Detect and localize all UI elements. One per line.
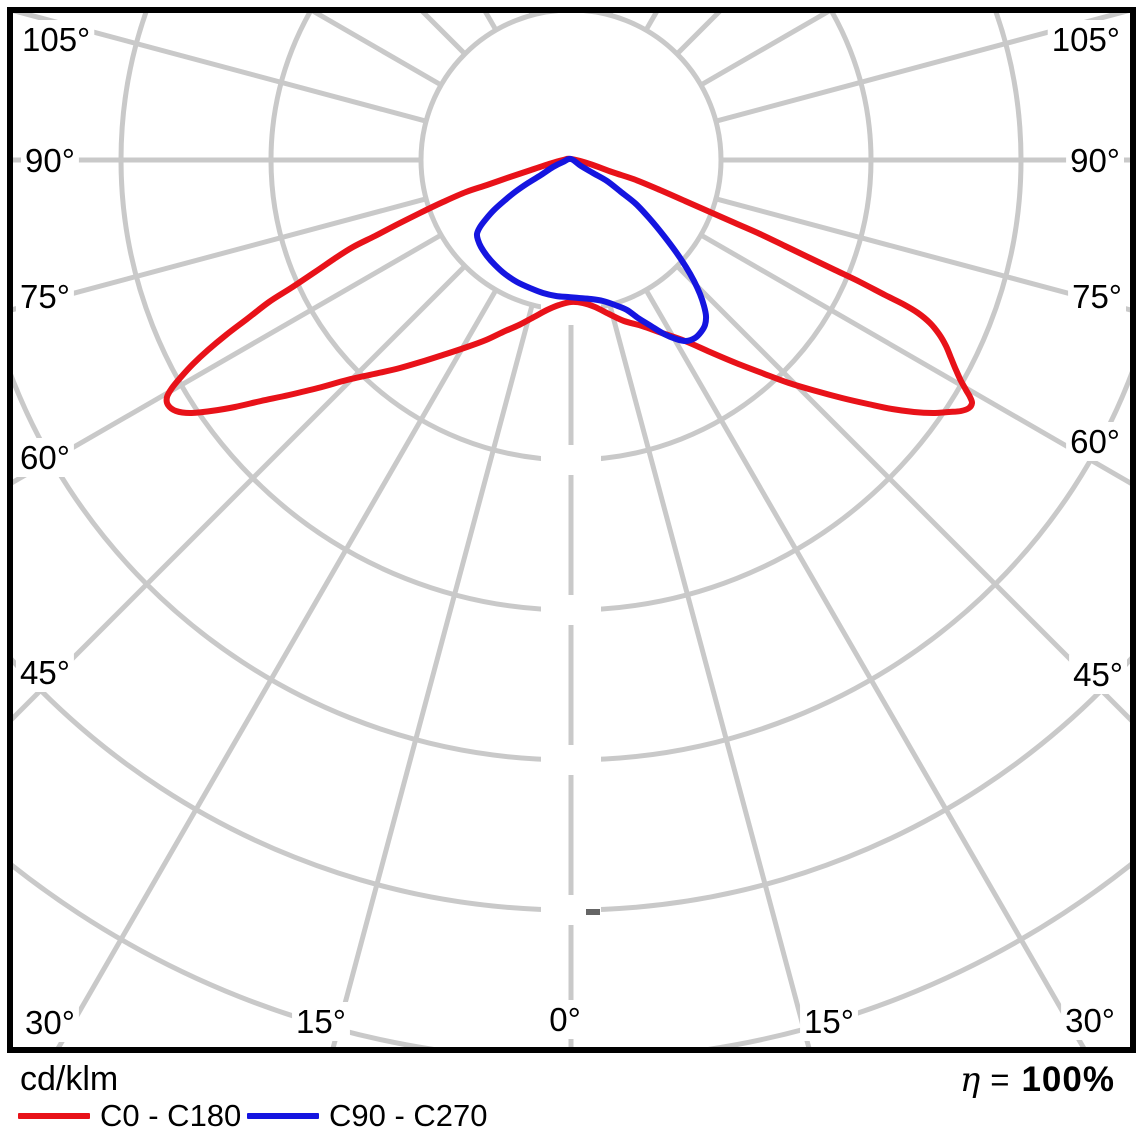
angle-label: 45°	[1073, 656, 1123, 693]
grid-ray	[715, 13, 1130, 124]
angle-label-bg	[1047, 20, 1124, 59]
angle-label: 105°	[1052, 21, 1120, 58]
angle-label-bg	[21, 1003, 79, 1042]
angle-label: 30°	[1065, 1002, 1115, 1039]
angle-label: 15°	[804, 1003, 854, 1040]
grid-ray	[699, 232, 1130, 486]
grid-ray	[13, 13, 427, 124]
legend-label-c0-c180: C0 - C180	[100, 1098, 242, 1133]
axis-value-box	[541, 745, 601, 775]
angle-labels: 105° 90° 75° 60° 45° 30° 105° 90° 75° 60° 45° 30° 15…	[16, 20, 1127, 1042]
angle-label: 75°	[20, 278, 70, 315]
efficiency-value: 100%	[1021, 1060, 1115, 1099]
angle-label: 15°	[296, 1003, 346, 1040]
grid-ray	[715, 196, 1130, 313]
equals-sign: =	[990, 1061, 1010, 1098]
legend-item-c0-c180: C0 - C180	[18, 1098, 241, 1134]
angle-label: 30°	[25, 1004, 75, 1041]
angle-label: 60°	[1070, 423, 1120, 460]
grid-ray	[330, 304, 535, 1047]
angle-label-bg	[1068, 277, 1126, 316]
efficiency-label: η = 100%	[960, 1060, 1115, 1100]
angle-label-bg	[16, 438, 74, 477]
angle-label: 90°	[1070, 142, 1120, 179]
grid-ray	[13, 196, 427, 313]
angle-label: 45°	[20, 654, 70, 691]
angle-label: 105°	[22, 21, 90, 58]
grid-ray	[675, 264, 1130, 723]
curve-c0-c180	[163, 155, 976, 416]
angle-label-bg	[800, 1002, 858, 1041]
angle-label-bg	[21, 141, 79, 180]
angle-label-bg	[1061, 1001, 1119, 1040]
legend-swatch-red	[18, 1113, 90, 1119]
legend-swatch-blue	[247, 1113, 319, 1119]
angle-label-bg	[18, 20, 95, 59]
grid-ray	[13, 264, 467, 722]
axis-value-remnant	[586, 909, 600, 915]
angle-label-bg	[292, 1002, 350, 1041]
angle-label: 90°	[25, 142, 75, 179]
angle-label: 60°	[20, 439, 70, 476]
intensity-curves	[163, 155, 976, 416]
plot-frame	[7, 7, 1136, 1053]
angle-label-bg	[16, 277, 74, 316]
axis-value-boxes	[541, 295, 601, 925]
angle-label: 75°	[1072, 278, 1122, 315]
angle-label-bg	[1069, 655, 1127, 694]
angle-label-bg	[16, 653, 74, 692]
axis-value-box	[541, 595, 601, 625]
grid-ray	[643, 288, 1086, 1047]
legend-item-c90-c270: C90 - C270	[247, 1098, 488, 1134]
units-label: cd/klm	[20, 1060, 119, 1098]
axis-value-box	[541, 445, 601, 475]
angle-label-bg	[1066, 141, 1124, 180]
angle-label-bg	[545, 1000, 585, 1039]
grid-ray	[607, 304, 812, 1047]
angle-label: 0°	[549, 1001, 581, 1038]
eta-symbol: η	[959, 1060, 981, 1100]
angle-label-bg	[1066, 422, 1124, 461]
grid-ray	[13, 232, 443, 486]
legend-label-c90-c270: C90 - C270	[329, 1098, 488, 1133]
grid-ray	[56, 288, 499, 1047]
curve-c90-c270	[473, 155, 710, 345]
